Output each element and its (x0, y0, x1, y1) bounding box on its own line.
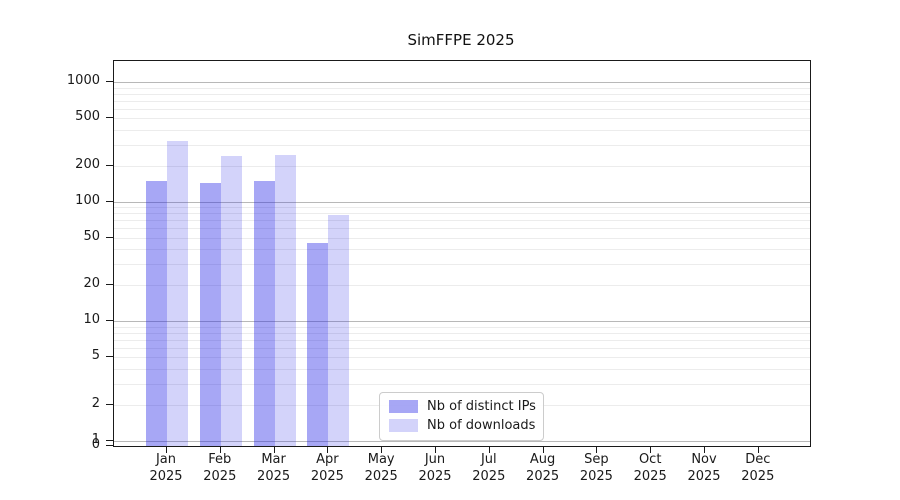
plot-area: Nb of distinct IPs Nb of downloads (113, 60, 811, 447)
x-tick-label-jun: Jun 2025 (418, 452, 452, 484)
x-tick-mark-oct (650, 446, 652, 453)
x-tick-label-jan: Jan 2025 (149, 452, 183, 484)
y-tick-mark-100 (106, 200, 113, 202)
x-tick-mark-aug (542, 446, 544, 453)
bar-downloads-apr (328, 215, 350, 446)
gridline-20 (114, 285, 810, 286)
y-tick-mark-0 (106, 444, 113, 446)
bar-downloads-mar (274, 155, 296, 446)
bar-downloads-jan (167, 141, 188, 446)
gridline-9 (114, 326, 810, 328)
x-tick-mark-jun (435, 446, 436, 453)
gridline-300 (114, 144, 810, 146)
gridline-3 (114, 383, 810, 385)
gridline-40 (114, 249, 810, 251)
y-tick-label-1000: 1000 (66, 73, 100, 88)
bar-ips-apr (307, 242, 329, 446)
gridline-900 (114, 87, 810, 89)
y-tick-mark-10 (106, 320, 113, 321)
x-tick-label-apr: Apr 2025 (310, 452, 344, 484)
x-tick-label-dec: Dec 2025 (741, 452, 775, 484)
gridline-1000 (114, 82, 810, 83)
gridline-500 (114, 118, 810, 119)
x-tick-label-aug: Aug 2025 (526, 452, 560, 484)
y-tick-mark-2 (106, 403, 113, 405)
y-tick-label-100: 100 (75, 192, 100, 208)
x-tick-mark-feb (219, 446, 221, 453)
gridline-100 (114, 201, 810, 203)
y-tick-mark-20 (106, 284, 113, 285)
x-tick-mark-nov (704, 446, 705, 453)
gridline-10 (114, 321, 810, 322)
x-tick-mark-jul (488, 446, 490, 453)
gridline-80 (114, 213, 810, 215)
gridline-70 (114, 220, 810, 221)
x-tick-mark-mar (273, 446, 275, 453)
legend-swatch-distinct-ips (389, 400, 418, 413)
gridline-50 (114, 237, 810, 239)
x-tick-label-jul: Jul 2025 (472, 452, 506, 484)
gridline-6 (114, 347, 810, 349)
y-tick-label-5: 5 (91, 348, 100, 363)
legend-swatch-downloads (389, 419, 418, 432)
bar-downloads-feb (220, 155, 242, 446)
legend-item-downloads: Nb of downloads (380, 416, 543, 435)
x-tick-label-feb: Feb 2025 (203, 452, 237, 484)
x-tick-label-nov: Nov 2025 (687, 452, 721, 484)
gridline-90 (114, 207, 810, 208)
gridline-1 (114, 440, 810, 442)
y-tick-label-500: 500 (75, 109, 100, 124)
gridline-4 (114, 368, 810, 370)
legend-label-distinct-ips: Nb of distinct IPs (427, 399, 536, 414)
x-tick-label-oct: Oct 2025 (633, 452, 667, 484)
x-tick-mark-dec (757, 446, 759, 453)
bar-ips-mar (253, 181, 275, 446)
bar-ips-feb (199, 183, 221, 446)
y-tick-label-20: 20 (83, 276, 100, 291)
gridline-30 (114, 264, 810, 265)
y-tick-mark-1000 (106, 81, 113, 82)
legend: Nb of distinct IPs Nb of downloads (379, 392, 544, 441)
gridline-7 (114, 339, 810, 341)
x-tick-label-may: May 2025 (364, 452, 398, 484)
gridline-600 (114, 108, 810, 110)
gridline-60 (114, 228, 810, 229)
x-tick-label-sep: Sep 2025 (579, 452, 613, 484)
y-tick-label-10: 10 (83, 312, 100, 327)
x-tick-mark-jan (166, 446, 167, 453)
chart-title: SimFFPE 2025 (407, 31, 515, 49)
gridline-700 (114, 100, 810, 102)
y-tick-label-200: 200 (75, 156, 100, 172)
legend-item-distinct-ips: Nb of distinct IPs (380, 397, 543, 416)
y-tick-label-0: 0 (91, 436, 100, 452)
x-tick-mark-sep (596, 446, 598, 453)
y-tick-mark-200 (106, 164, 113, 166)
y-tick-mark-500 (106, 117, 113, 118)
x-tick-mark-apr (327, 446, 329, 453)
gridline-5 (114, 357, 810, 358)
gridline-8 (114, 332, 810, 334)
gridline-200 (114, 165, 810, 167)
gridline-800 (114, 93, 810, 95)
y-tick-mark-5 (106, 356, 113, 357)
y-tick-mark-1 (106, 439, 113, 441)
x-tick-label-mar: Mar 2025 (257, 452, 291, 484)
y-tick-label-2: 2 (91, 395, 100, 411)
gridline-400 (114, 129, 810, 131)
y-tick-mark-50 (106, 236, 113, 238)
y-tick-label-50: 50 (83, 228, 100, 244)
x-tick-mark-may (381, 446, 383, 453)
y-tick-label-1: 1 (91, 431, 100, 447)
legend-label-downloads: Nb of downloads (427, 418, 536, 433)
bar-ips-jan (146, 181, 167, 446)
